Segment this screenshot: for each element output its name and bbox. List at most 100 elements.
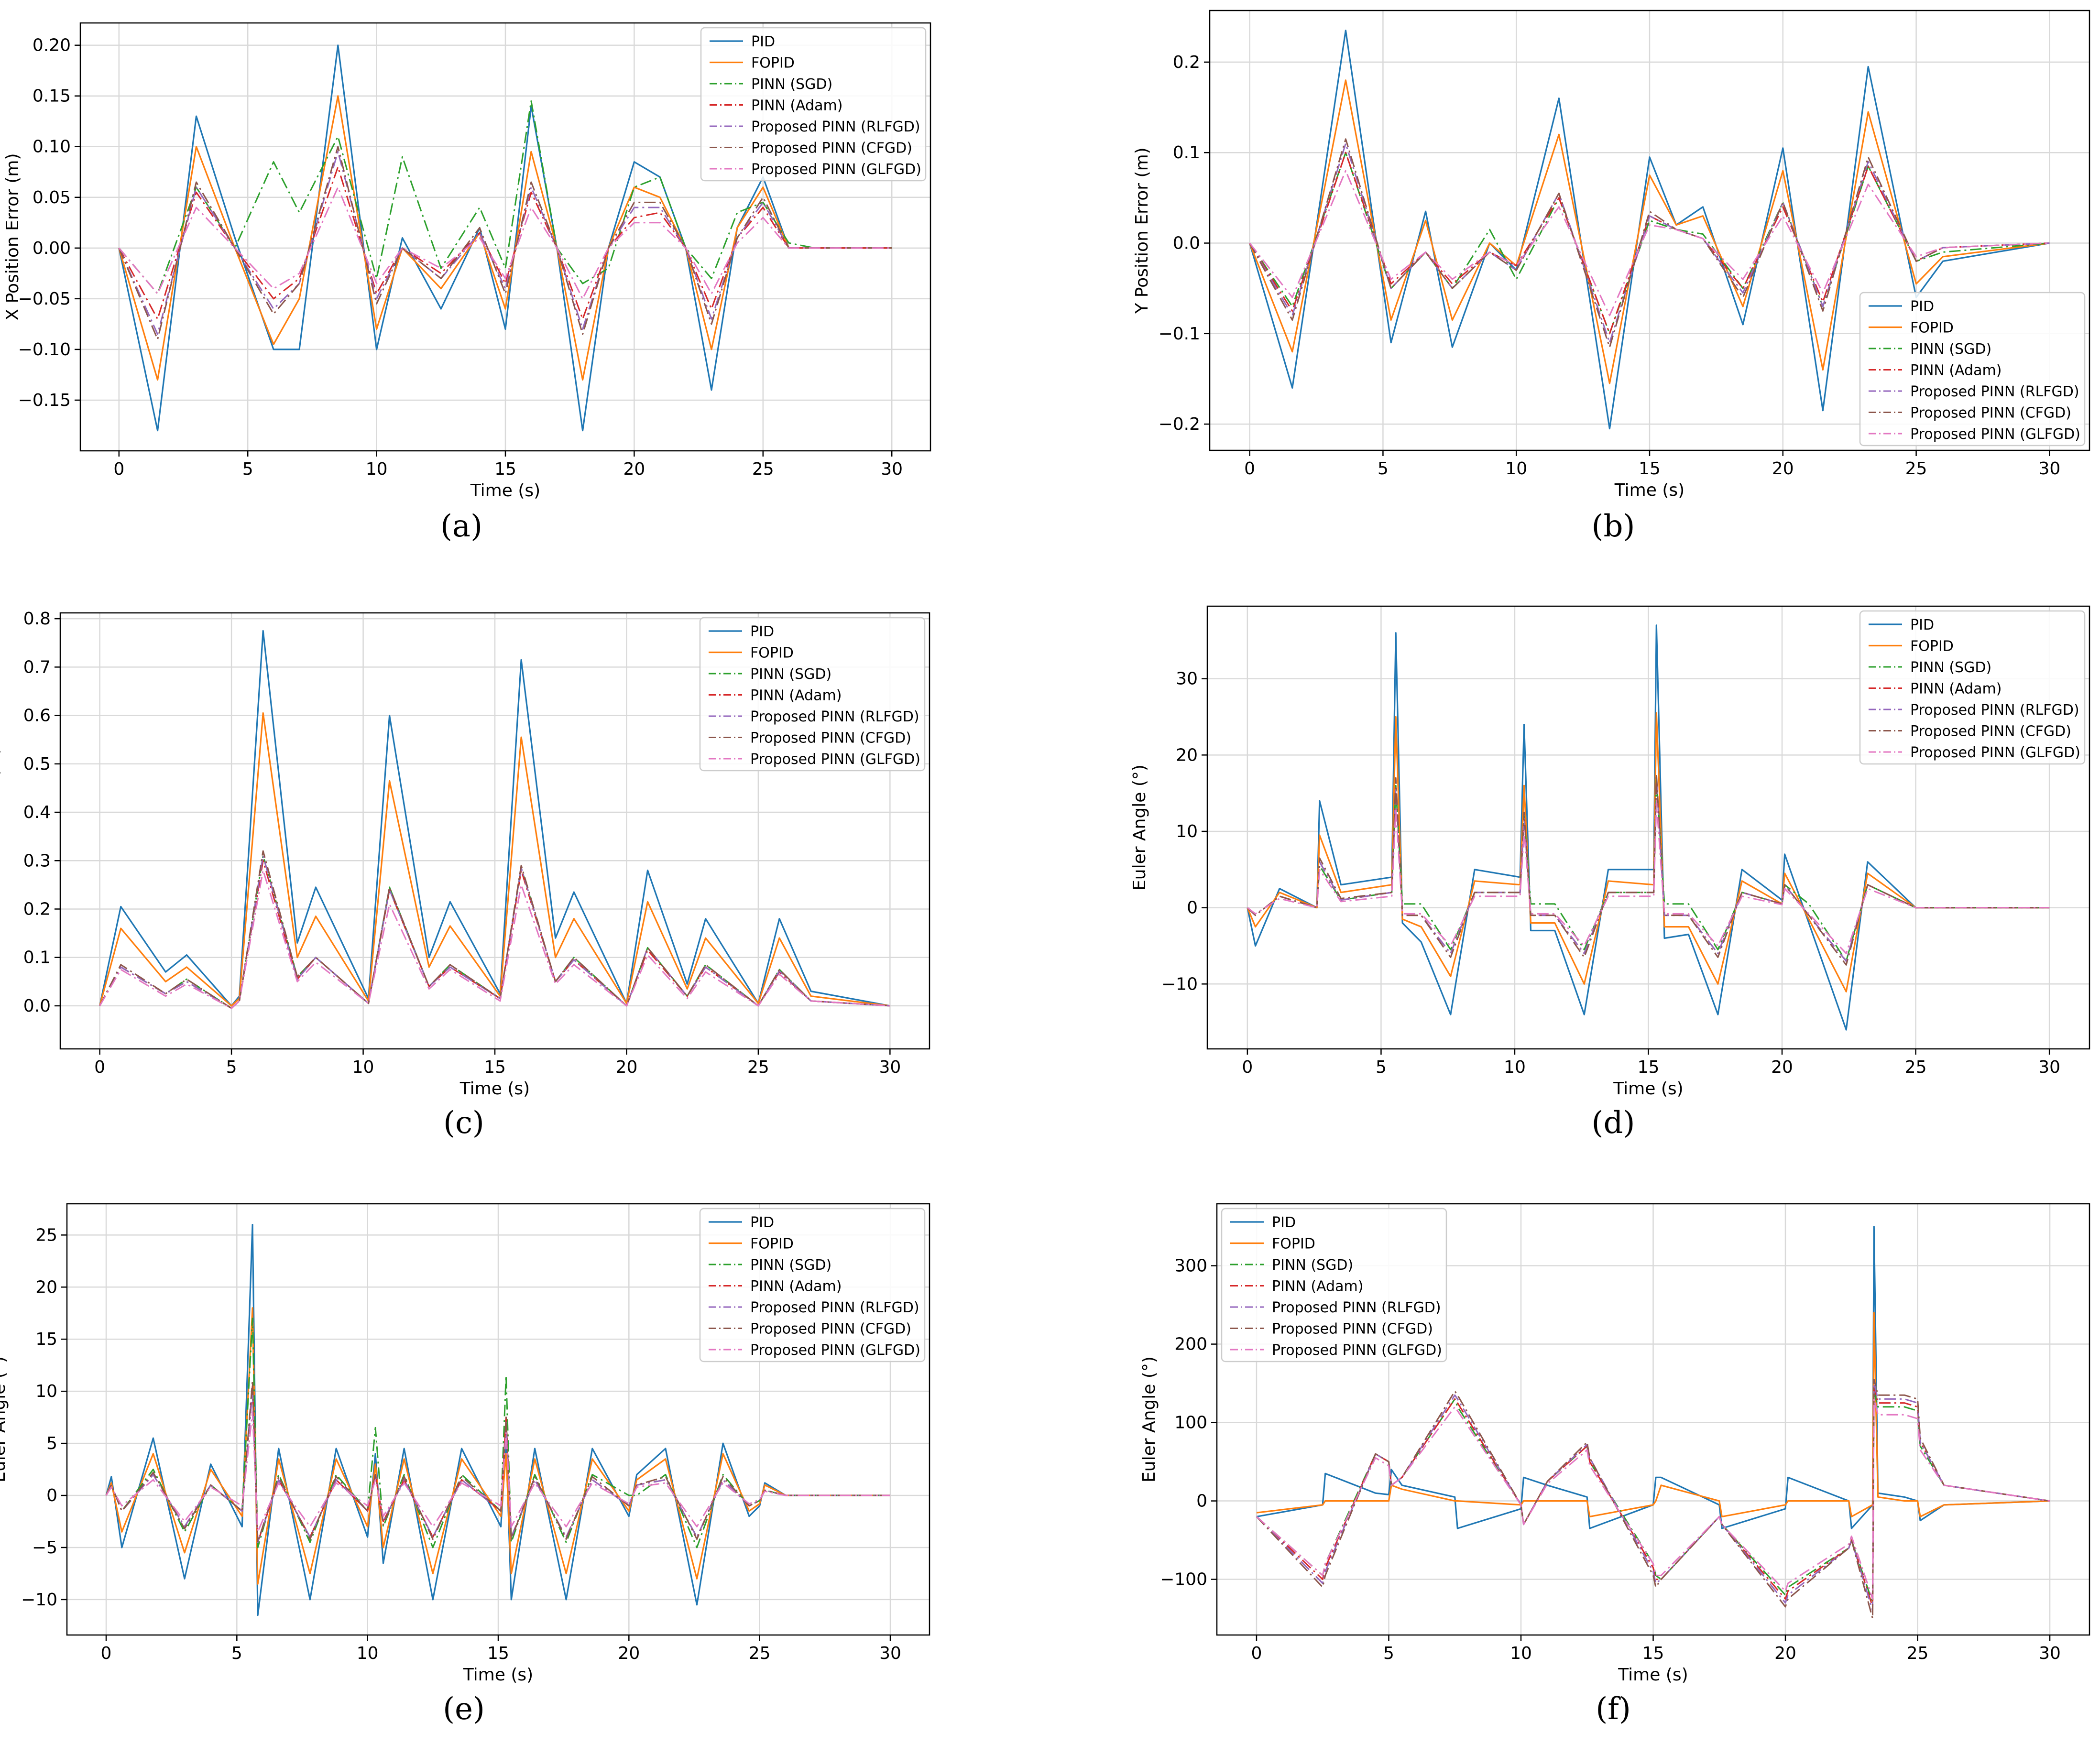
y-tick-label: −5 <box>32 1538 57 1558</box>
y-tick-label: 0.00 <box>33 239 71 258</box>
y-tick-label: 20 <box>1176 745 1198 765</box>
x-tick-label: 30 <box>2038 459 2060 479</box>
panel-caption: (d) <box>1592 1105 1635 1141</box>
legend-entry: Proposed PINN (GLFGD) <box>750 751 920 768</box>
x-tick-label: 10 <box>1505 459 1527 479</box>
x-tick-label: 25 <box>1905 459 1927 479</box>
y-tick-label: 0 <box>1196 1492 1207 1511</box>
y-tick-label: −0.05 <box>18 289 71 309</box>
x-tick-label: 30 <box>2038 1057 2060 1077</box>
y-tick-label: 5 <box>46 1434 57 1453</box>
x-tick-label: 25 <box>1905 1057 1927 1077</box>
y-axis-label: Y Position Error (m) <box>1132 147 1152 314</box>
y-tick-label: 30 <box>1176 669 1198 689</box>
y-tick-label: 0.4 <box>23 803 51 822</box>
series-line-fopid <box>1247 712 2050 992</box>
y-tick-label: 0 <box>46 1486 57 1505</box>
legend: PID FOPID PINN (SGD) PINN (Adam) Proposed PI… <box>1859 610 2086 765</box>
y-tick-label: −0.15 <box>18 391 71 410</box>
panel-caption: (a) <box>440 509 482 544</box>
y-axis-label: Euler Angle (°) <box>1139 1356 1159 1482</box>
series-line-fopid <box>118 95 892 381</box>
legend-entry: PINN (Adam) <box>751 98 842 114</box>
x-tick-label: 10 <box>366 459 388 479</box>
x-tick-label: 15 <box>484 1057 506 1077</box>
legend-entry: PINN (SGD) <box>1910 659 1991 676</box>
legend-entry: PID <box>1272 1214 1296 1231</box>
series-line-proposed-pinn-cfgd <box>1247 773 2050 966</box>
legend-entry: Proposed PINN (RLFGD) <box>1910 702 2079 719</box>
x-tick-label: 20 <box>618 1644 640 1663</box>
y-axis-label: X Position Error (m) <box>3 153 22 320</box>
y-tick-label: 20 <box>35 1277 57 1297</box>
y-tick-label: −0.10 <box>18 340 71 360</box>
y-tick-label: −10 <box>21 1590 57 1610</box>
x-axis-label: Time (s) <box>470 481 540 501</box>
series-line-proposed-pinn-glfgd <box>1256 1398 2050 1600</box>
x-tick-label: 5 <box>231 1644 242 1663</box>
chart-panel-f: 0 5 10 15 20 25 30 −100 0 100 200 300 Time (s) Euler … <box>1139 1203 2090 1727</box>
x-tick-label: 10 <box>1510 1644 1532 1663</box>
y-tick-label: 0.0 <box>23 996 51 1016</box>
legend-entry: PINN (SGD) <box>751 76 832 93</box>
legend-entry: Proposed PINN (CFGD) <box>1272 1321 1433 1338</box>
y-axis-label: Euler Angle (°) <box>0 1356 9 1482</box>
legend: PID FOPID PINN (SGD) PINN (Adam) Proposed PI… <box>699 1208 926 1362</box>
legend-box <box>699 1208 926 1362</box>
x-tick-label: 25 <box>752 459 774 479</box>
legend-entry: Proposed PINN (RLFGD) <box>750 708 919 725</box>
chart-panel-e: 0 5 10 15 20 25 30 −10 −5 0 5 10 15 20 25 Time (s) Euler… <box>0 1203 930 1727</box>
x-tick-label: 25 <box>749 1644 771 1663</box>
x-tick-label: 0 <box>1244 459 1255 479</box>
y-tick-label: 0.05 <box>33 188 71 207</box>
legend-box <box>1859 610 2086 765</box>
x-tick-label: 15 <box>1638 1057 1660 1077</box>
y-tick-label: 10 <box>35 1382 57 1401</box>
series-line-pinn-sgd <box>118 100 892 294</box>
legend-box <box>1859 292 2086 447</box>
chart-panel-c: 0 5 10 15 20 25 30 0.0 0.1 0.2 0.3 0.4 0.5 0.6 0.7 0.8 T… <box>0 609 930 1141</box>
series-line-proposed-pinn-glfgd <box>118 186 892 300</box>
x-tick-label: 5 <box>242 459 253 479</box>
legend-entry: FOPID <box>1272 1236 1315 1253</box>
x-tick-label: 20 <box>616 1057 638 1077</box>
y-tick-label: 0.7 <box>23 657 51 677</box>
x-tick-label: 15 <box>1639 459 1661 479</box>
x-tick-label: 5 <box>1383 1644 1394 1663</box>
y-tick-label: 15 <box>35 1330 57 1349</box>
x-tick-label: 20 <box>1774 1644 1796 1663</box>
legend-entry: Proposed PINN (CFGD) <box>751 140 912 157</box>
legend-entry: Proposed PINN (GLFGD) <box>750 1342 920 1359</box>
y-tick-label: −0.1 <box>1159 324 1200 344</box>
chart-panel-d: 0 5 10 15 20 25 30 −10 0 10 20 30 Time (s) Euler Angl… <box>1130 605 2090 1141</box>
legend: PID FOPID PINN (SGD) PINN (Adam) Proposed PI… <box>699 617 926 772</box>
x-tick-label: 15 <box>494 459 516 479</box>
legend-entry: Proposed PINN (CFGD) <box>750 730 911 747</box>
panel-caption: (f) <box>1596 1691 1631 1727</box>
y-tick-label: −100 <box>1160 1570 1207 1590</box>
legend-entry: FOPID <box>750 645 794 662</box>
legend-entry: PID <box>750 1214 774 1231</box>
y-tick-label: 0.20 <box>33 36 71 55</box>
legend-entry: PINN (SGD) <box>1272 1257 1353 1274</box>
legend: PID FOPID PINN (SGD) PINN (Adam) Proposed PI… <box>1859 292 2086 447</box>
x-tick-label: 30 <box>879 1057 901 1077</box>
legend-entry: PINN (SGD) <box>1910 341 1991 358</box>
x-tick-label: 20 <box>1771 1057 1793 1077</box>
legend-entry: Proposed PINN (GLFGD) <box>1910 426 2080 443</box>
x-axis-label: Time (s) <box>1618 1665 1688 1685</box>
y-tick-label: 100 <box>1174 1413 1207 1433</box>
series-line-proposed-pinn-glfgd <box>1249 170 2050 316</box>
x-tick-label: 5 <box>1376 1057 1387 1077</box>
legend-box <box>1221 1208 1447 1362</box>
x-tick-label: 0 <box>1251 1644 1262 1663</box>
x-tick-label: 30 <box>879 1644 901 1663</box>
legend-entry: FOPID <box>1910 320 1954 337</box>
y-tick-label: 0.5 <box>23 754 51 774</box>
y-tick-label: 10 <box>1176 822 1198 841</box>
legend-box <box>699 617 926 772</box>
y-tick-label: 300 <box>1174 1256 1207 1276</box>
x-tick-label: 20 <box>1772 459 1794 479</box>
y-tick-label: −10 <box>1161 974 1198 994</box>
legend-entry: PINN (Adam) <box>750 1278 842 1295</box>
